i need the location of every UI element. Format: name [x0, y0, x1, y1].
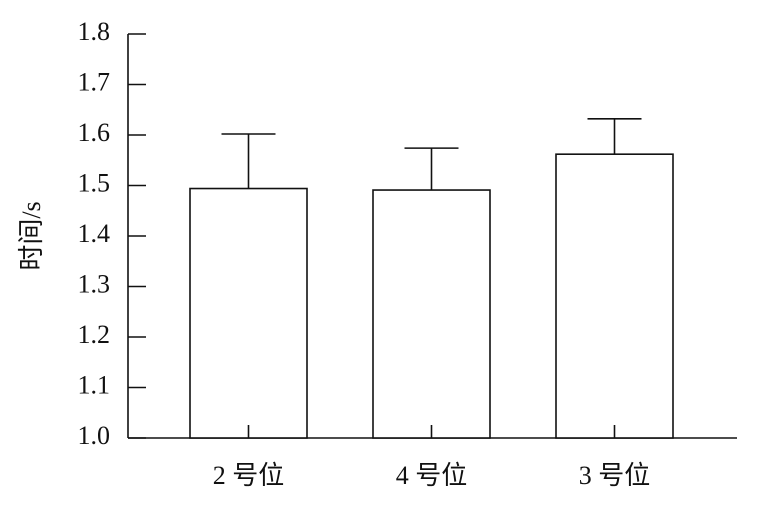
y-tick-label: 1.7 [78, 67, 111, 96]
bar [372, 189, 491, 439]
bar [555, 153, 674, 439]
x-tick-label: 4 号位 [396, 461, 468, 490]
y-tick-label: 1.0 [78, 421, 111, 450]
y-axis-label: 时间/s [17, 201, 46, 270]
x-tick-label: 3 号位 [579, 461, 651, 490]
y-tick-label: 1.4 [78, 219, 111, 248]
y-tick-label: 1.6 [78, 118, 111, 147]
y-tick-label: 1.5 [78, 168, 111, 197]
y-tick-label: 1.2 [78, 320, 111, 349]
bar [189, 187, 308, 439]
y-tick-label: 1.8 [78, 17, 111, 46]
y-tick-label: 1.3 [78, 269, 111, 298]
x-tick-label: 2 号位 [213, 461, 285, 490]
y-tick-label: 1.1 [78, 370, 111, 399]
